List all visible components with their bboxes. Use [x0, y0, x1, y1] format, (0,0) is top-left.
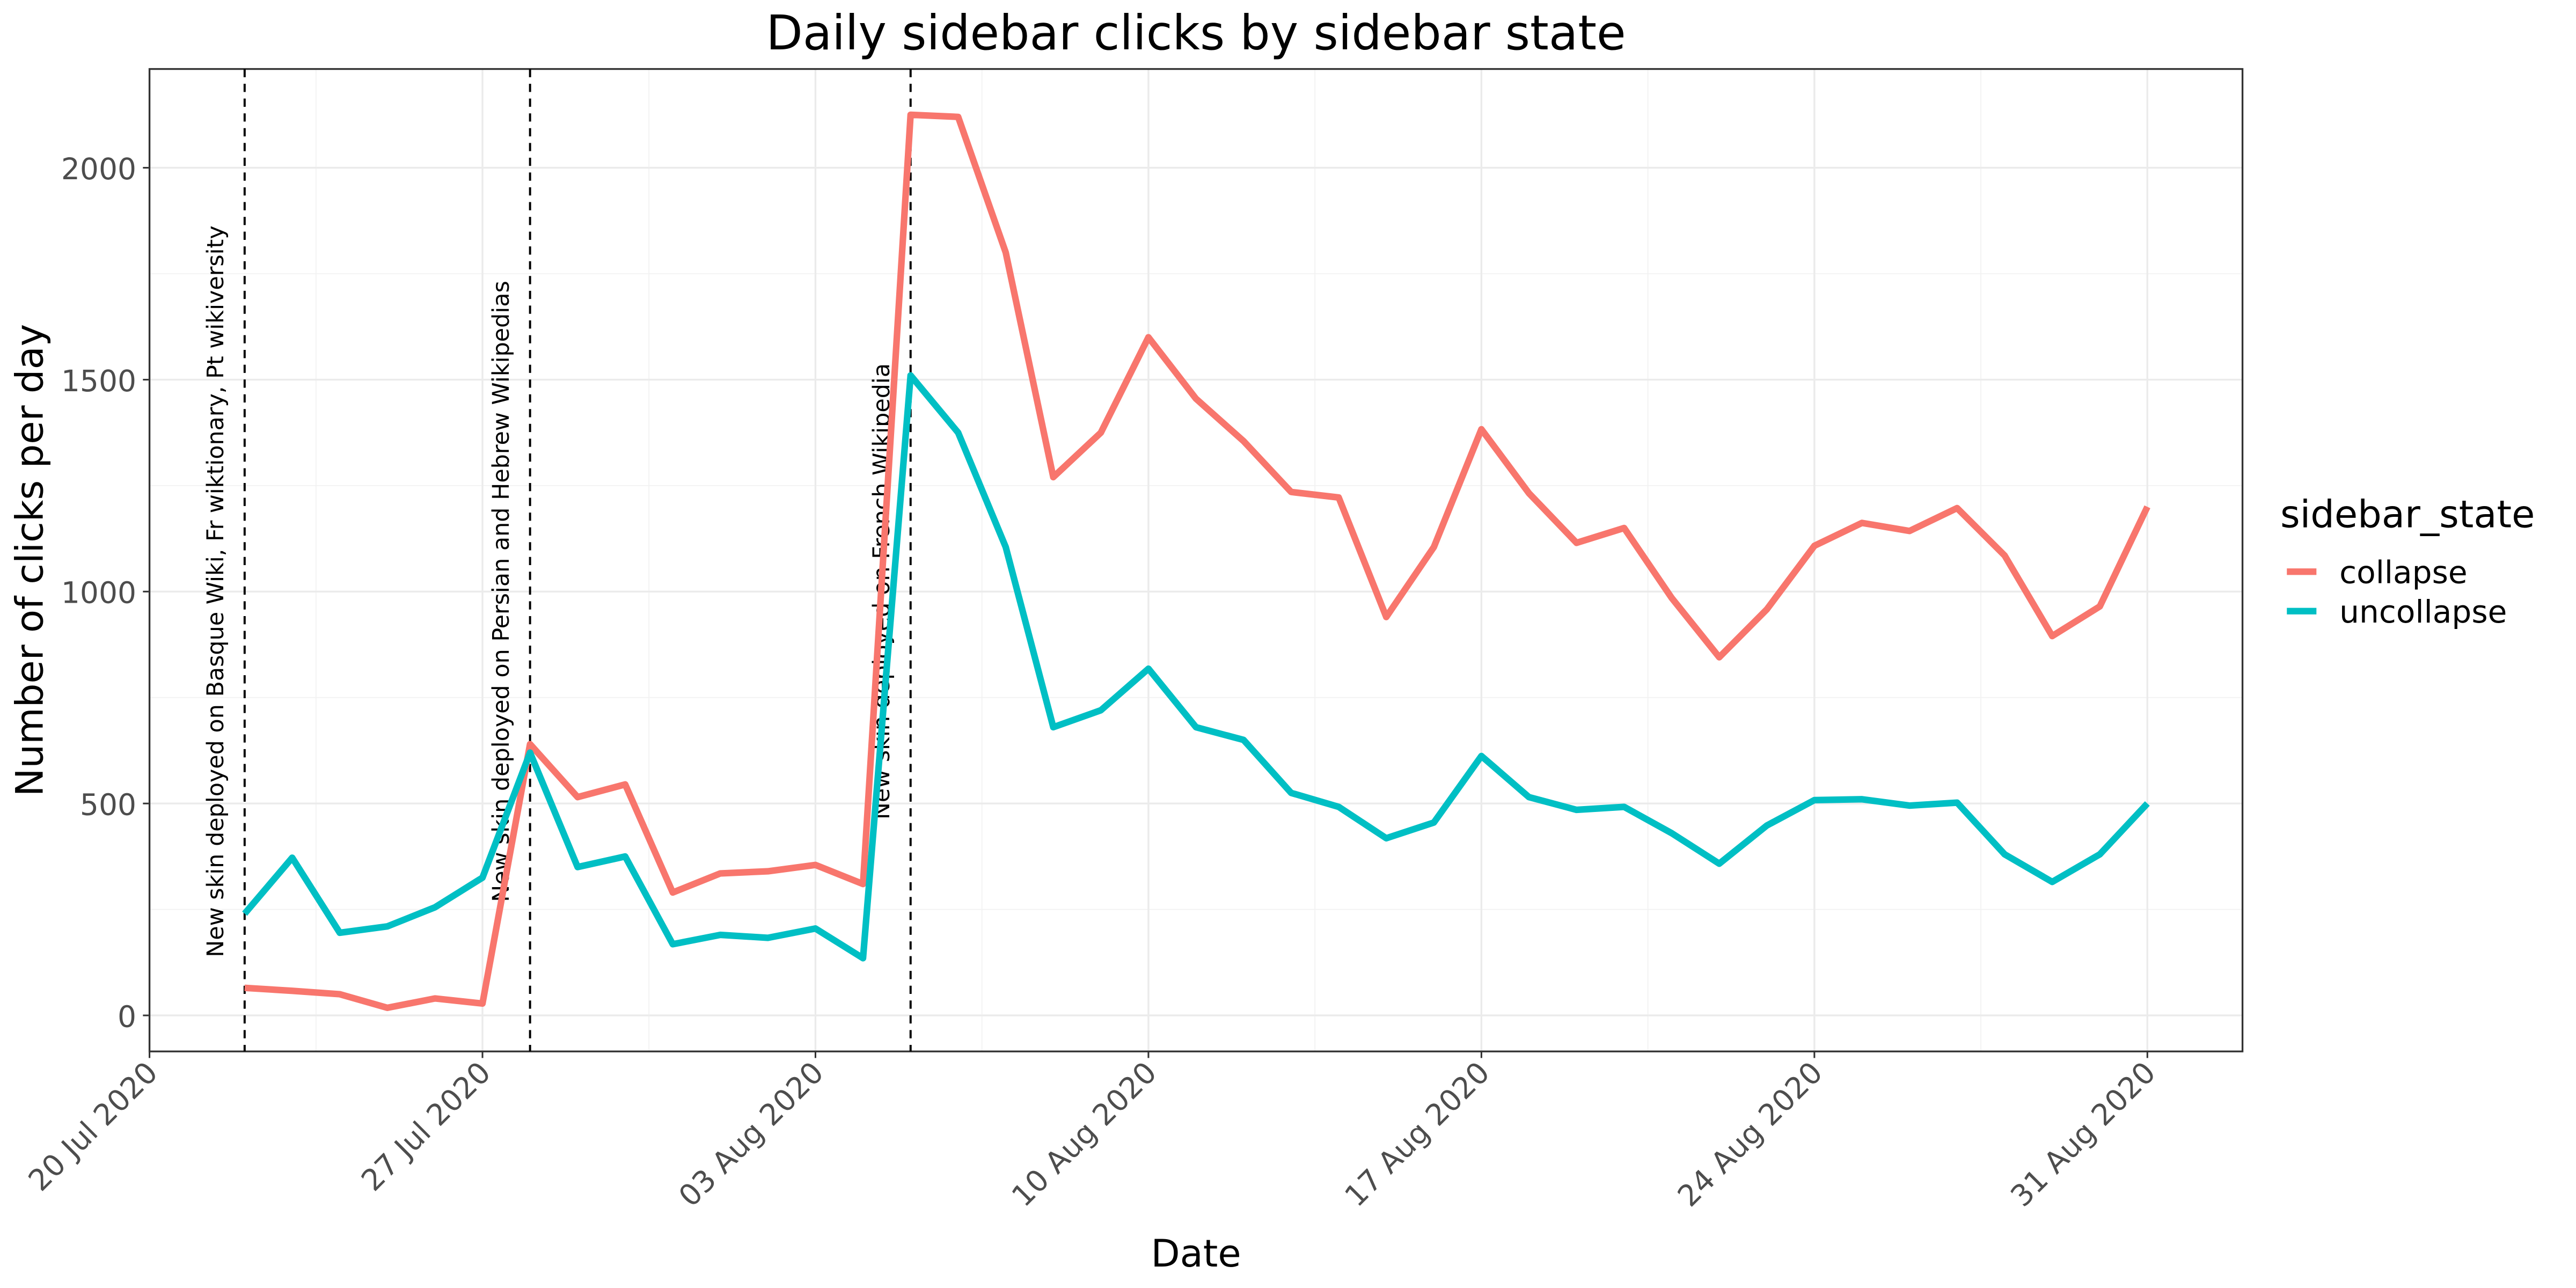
- y-tick-label: 1500: [61, 364, 136, 398]
- y-tick-label: 500: [80, 788, 136, 822]
- y-tick-label: 1000: [61, 576, 136, 610]
- plot-border: [148, 68, 2244, 1052]
- x-tick-label: 10 Aug 2020: [1005, 1055, 1163, 1213]
- x-tick-label: 27 Jul 2020: [355, 1055, 497, 1198]
- x-axis-title: Date: [1151, 1232, 1241, 1276]
- annotation-label: New skin deployed on Basque Wiki, Fr wik…: [202, 225, 229, 957]
- x-tick-label: 24 Aug 2020: [1671, 1055, 1829, 1213]
- x-tick-label: 03 Aug 2020: [672, 1055, 830, 1213]
- chart-title: Daily sidebar clicks by sidebar state: [766, 5, 1626, 61]
- y-tick-label: 0: [118, 999, 136, 1034]
- series-line: [242, 372, 2150, 962]
- x-tick-label: 31 Aug 2020: [2004, 1055, 2162, 1213]
- legend-title: sidebar_state: [2280, 493, 2535, 537]
- y-tick-label: 2000: [61, 152, 136, 186]
- legend-label: collapse: [2339, 554, 2468, 591]
- series-line: [244, 111, 2150, 1011]
- y-axis-title: Number of clicks per day: [8, 324, 52, 796]
- x-tick-label: 17 Aug 2020: [1338, 1055, 1496, 1213]
- legend-label: uncollapse: [2339, 594, 2507, 630]
- x-tick-label: 20 Jul 2020: [21, 1055, 164, 1198]
